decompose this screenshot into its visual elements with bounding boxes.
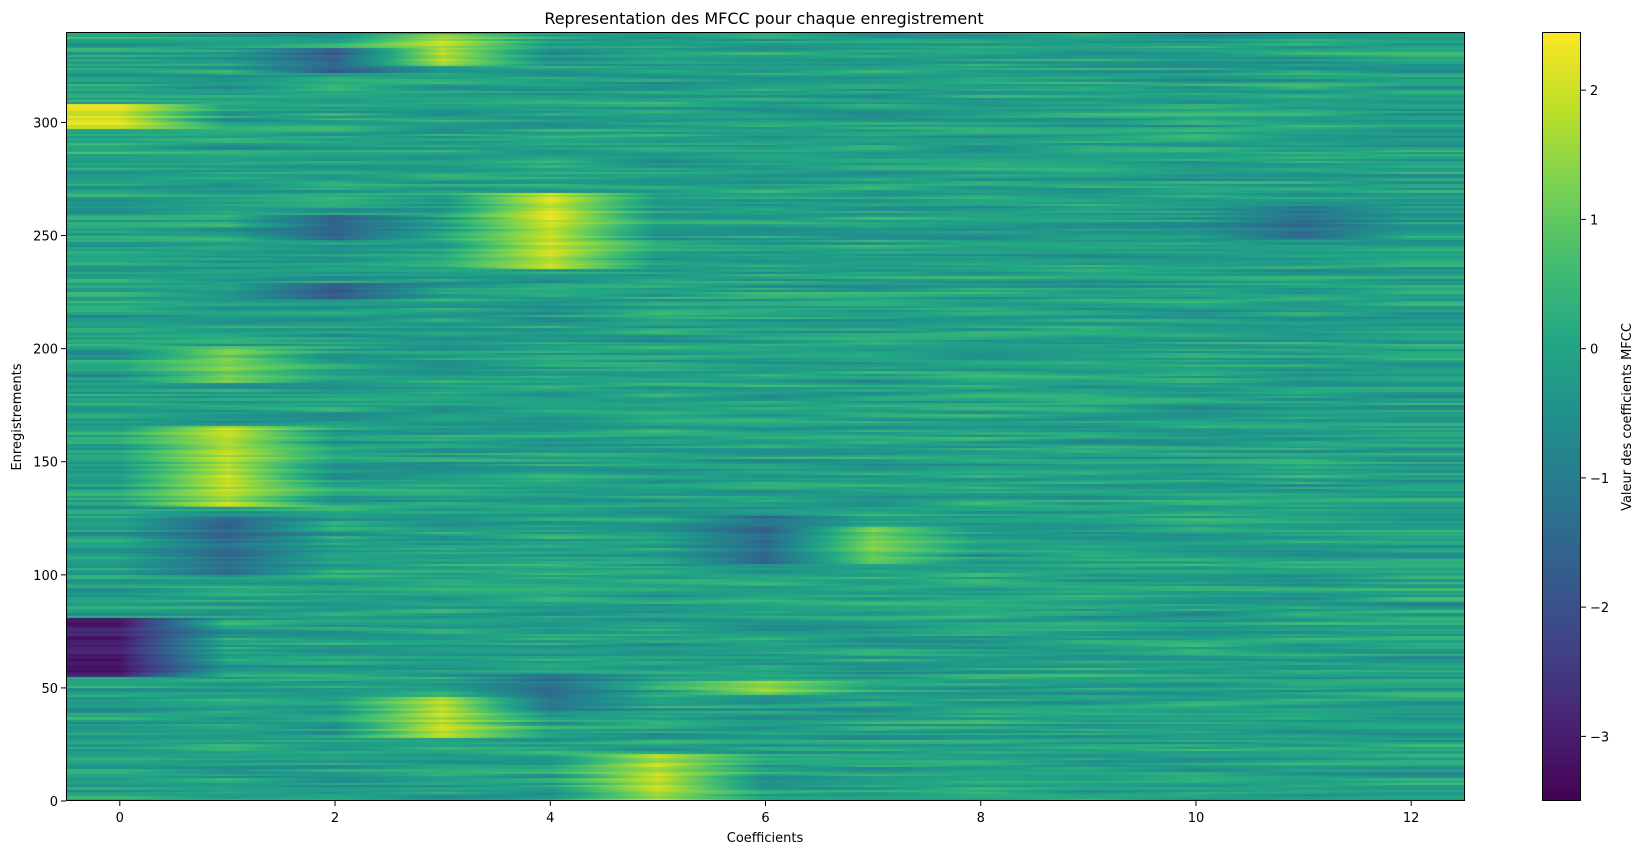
y-axis-title: Enregistrements bbox=[10, 363, 25, 470]
colorbar-tick-label: −3 bbox=[1590, 730, 1609, 745]
x-axis: 0 2 4 6 8 10 12 bbox=[116, 801, 1420, 826]
y-tick-label: 50 bbox=[41, 682, 58, 697]
x-tick-label: 10 bbox=[1188, 811, 1205, 826]
y-tick-label: 150 bbox=[33, 456, 58, 471]
colorbar-tick-label: 0 bbox=[1590, 343, 1598, 358]
colorbar bbox=[1542, 32, 1581, 801]
x-tick-label: 2 bbox=[331, 811, 339, 826]
colorbar-tick-label: 1 bbox=[1590, 213, 1598, 228]
colorbar-tick-label: −2 bbox=[1590, 601, 1609, 616]
y-tick-label: 100 bbox=[33, 569, 58, 584]
x-tick-label: 8 bbox=[977, 811, 985, 826]
colorbar-tick-label: −1 bbox=[1590, 472, 1609, 487]
colorbar-tick-label: 2 bbox=[1590, 84, 1598, 99]
heatmap-image bbox=[66, 32, 1465, 801]
x-tick-label: 6 bbox=[761, 811, 769, 826]
y-tick-label: 300 bbox=[33, 116, 58, 131]
colorbar-title: Valeur des coefficients MFCC bbox=[1620, 323, 1635, 511]
y-tick-label: 0 bbox=[50, 795, 58, 810]
heatmap-cells bbox=[66, 32, 1465, 801]
x-tick-label: 4 bbox=[546, 811, 554, 826]
x-axis-title: Coefficients bbox=[727, 831, 804, 846]
y-tick-label: 200 bbox=[33, 343, 58, 358]
y-tick-label: 250 bbox=[33, 230, 58, 245]
y-axis: 0 50 100 150 200 250 300 bbox=[33, 116, 66, 810]
x-tick-label: 0 bbox=[116, 811, 124, 826]
colorbar-axis: −3 −2 −1 0 1 2 bbox=[1581, 84, 1609, 745]
chart-title: Representation des MFCC pour chaque enre… bbox=[544, 9, 983, 28]
colorbar-gradient bbox=[1542, 32, 1581, 801]
x-tick-label: 12 bbox=[1403, 811, 1420, 826]
